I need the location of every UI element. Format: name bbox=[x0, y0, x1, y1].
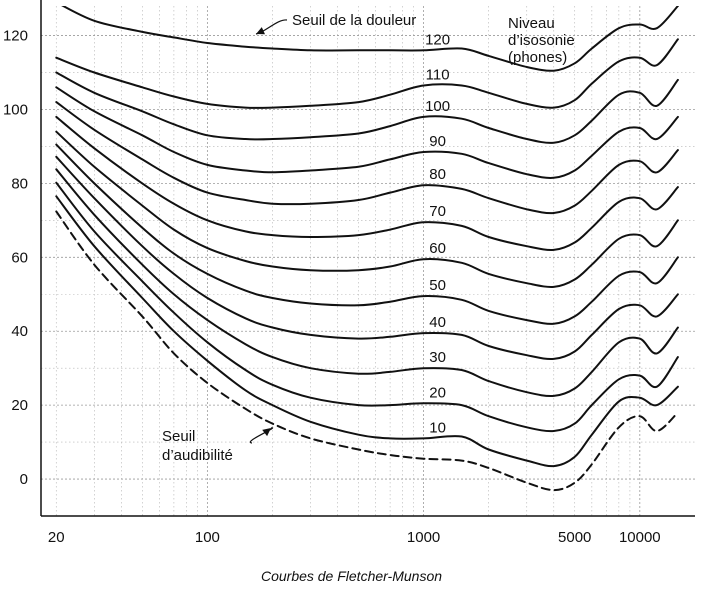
isophone-curve-50 bbox=[55, 143, 679, 325]
audibility-threshold-label: Seuil bbox=[162, 428, 195, 445]
curve-label-120: 120 bbox=[425, 31, 450, 48]
annotations: Seuil de la douleur Seuil d’audibilité Nive… bbox=[162, 12, 575, 464]
curve-label-80: 80 bbox=[429, 166, 446, 183]
pain-threshold-arrow-head bbox=[256, 27, 265, 35]
curve-label-60: 60 bbox=[429, 240, 446, 257]
curve-label-90: 90 bbox=[429, 133, 446, 150]
y-tick-label: 40 bbox=[11, 323, 28, 340]
curve-labels: 10 20 30 40 50 60 70 80 90 100 110 120 bbox=[425, 31, 450, 436]
curve-label-70: 70 bbox=[429, 203, 446, 220]
isophone-curve-90 bbox=[55, 86, 679, 179]
curve-label-40: 40 bbox=[429, 314, 446, 331]
isophonic-level-label: d’isosonie bbox=[508, 32, 575, 49]
y-tick-label: 100 bbox=[3, 101, 28, 118]
isophonic-level-label: (phones) bbox=[508, 49, 567, 66]
curve-label-50: 50 bbox=[429, 277, 446, 294]
curve-label-100: 100 bbox=[425, 98, 450, 115]
plot-frame bbox=[40, 0, 695, 517]
isophone-curve-10 bbox=[55, 195, 679, 468]
chart-caption: Courbes de Fletcher-Munson bbox=[260, 568, 443, 584]
x-tick-label: 10000 bbox=[619, 529, 661, 546]
audibility-threshold-curve bbox=[55, 210, 679, 492]
isophone-curve-60 bbox=[55, 130, 679, 288]
isophone-curve-80 bbox=[55, 101, 679, 215]
x-tick-label: 20 bbox=[48, 529, 65, 546]
isophone-curve-30 bbox=[55, 168, 679, 398]
x-tick-label: 100 bbox=[195, 529, 220, 546]
audibility-threshold-arrow bbox=[249, 427, 274, 444]
tick-labels: 0 20 40 60 80 100 120 20 100 1000 5000 10000 bbox=[3, 28, 661, 546]
y-tick-label: 80 bbox=[11, 175, 28, 192]
curve-label-110: 110 bbox=[426, 66, 450, 83]
curve-label-30: 30 bbox=[429, 349, 446, 366]
isophone-curve-20 bbox=[55, 181, 679, 433]
audibility-threshold-arrow-head bbox=[262, 428, 271, 437]
audibility-threshold-label: d’audibilité bbox=[162, 447, 233, 464]
pain-threshold-label: Seuil de la douleur bbox=[292, 12, 416, 29]
curve-label-10: 10 bbox=[429, 419, 446, 436]
isophonic-level-label: Niveau bbox=[508, 15, 555, 32]
y-tick-label: 60 bbox=[11, 249, 28, 266]
isophone-curve-120 bbox=[61, 6, 679, 72]
curves bbox=[55, 6, 679, 492]
y-tick-label: 0 bbox=[20, 471, 28, 488]
x-tick-label: 1000 bbox=[407, 529, 440, 546]
isophone-curve-100 bbox=[55, 71, 679, 144]
isophone-curve-40 bbox=[55, 155, 679, 361]
x-tick-label: 5000 bbox=[558, 529, 591, 546]
curve-label-20: 20 bbox=[429, 384, 446, 401]
isophone-curve-110 bbox=[55, 38, 679, 109]
y-tick-label: 20 bbox=[11, 397, 28, 414]
isophone-curve-70 bbox=[55, 115, 679, 252]
y-tick-label: 120 bbox=[3, 28, 28, 45]
